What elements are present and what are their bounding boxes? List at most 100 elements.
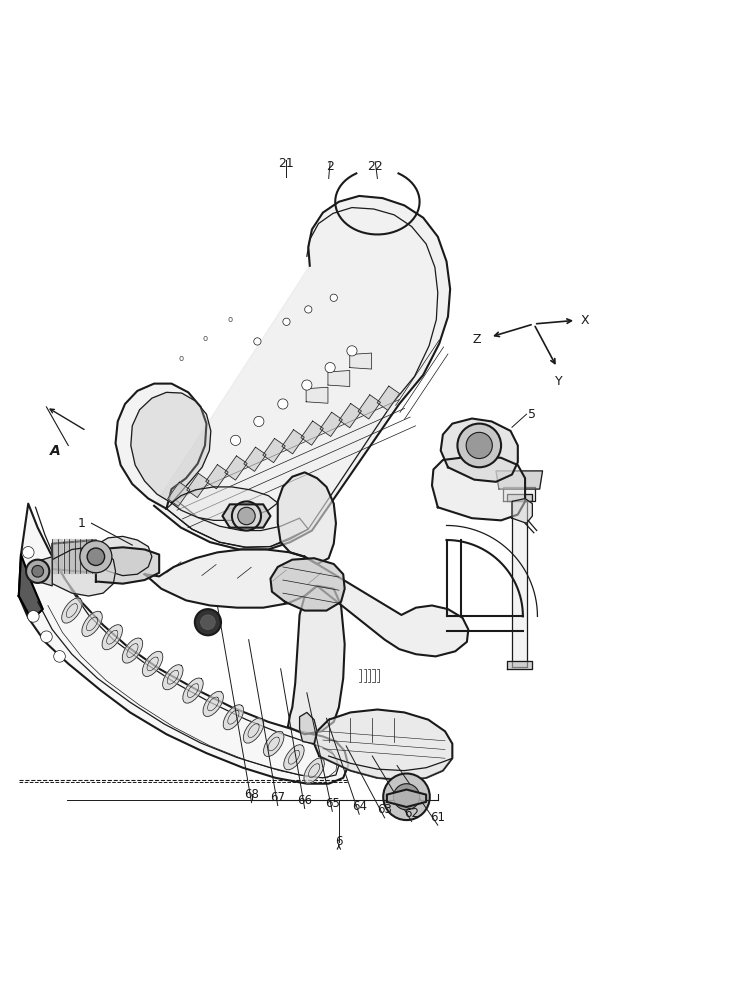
Circle shape <box>302 380 312 390</box>
Polygon shape <box>52 547 116 596</box>
Polygon shape <box>168 482 190 506</box>
Text: 67: 67 <box>270 791 285 804</box>
Polygon shape <box>278 472 336 564</box>
Polygon shape <box>116 384 207 509</box>
Circle shape <box>232 501 261 531</box>
Circle shape <box>325 363 335 373</box>
Text: 1: 1 <box>78 517 85 530</box>
Polygon shape <box>130 392 211 503</box>
Circle shape <box>283 318 290 325</box>
Polygon shape <box>432 456 525 520</box>
Polygon shape <box>244 447 266 471</box>
Polygon shape <box>377 386 399 410</box>
Text: X: X <box>581 314 590 327</box>
Text: o: o <box>202 334 207 343</box>
Circle shape <box>347 346 357 356</box>
Polygon shape <box>304 758 325 783</box>
Polygon shape <box>206 465 228 489</box>
Polygon shape <box>62 598 82 623</box>
Text: 2: 2 <box>326 160 334 173</box>
Circle shape <box>230 435 240 445</box>
Circle shape <box>305 306 312 313</box>
Polygon shape <box>96 547 159 584</box>
Polygon shape <box>358 395 380 419</box>
Polygon shape <box>387 790 426 807</box>
Text: 68: 68 <box>244 788 259 801</box>
Circle shape <box>237 507 255 525</box>
Polygon shape <box>282 430 304 454</box>
Text: A: A <box>50 444 61 458</box>
Circle shape <box>28 611 39 622</box>
Polygon shape <box>350 353 372 369</box>
Circle shape <box>195 609 221 635</box>
Polygon shape <box>86 539 90 573</box>
Polygon shape <box>187 473 209 498</box>
Circle shape <box>87 548 105 565</box>
Polygon shape <box>507 494 531 501</box>
Polygon shape <box>69 539 73 573</box>
Circle shape <box>40 631 52 643</box>
Polygon shape <box>82 611 103 636</box>
Circle shape <box>23 547 34 558</box>
Circle shape <box>33 568 45 580</box>
Polygon shape <box>306 387 328 403</box>
Text: 5: 5 <box>528 408 536 421</box>
Polygon shape <box>243 718 264 743</box>
Polygon shape <box>512 499 532 523</box>
Text: 65: 65 <box>325 797 340 810</box>
Polygon shape <box>225 456 247 480</box>
Polygon shape <box>320 412 342 436</box>
Circle shape <box>278 399 288 409</box>
Circle shape <box>394 784 419 810</box>
Polygon shape <box>52 540 96 573</box>
Text: Z: Z <box>473 333 482 346</box>
Polygon shape <box>203 691 224 716</box>
Polygon shape <box>224 705 243 730</box>
Polygon shape <box>284 745 304 770</box>
Polygon shape <box>19 555 43 620</box>
Text: o: o <box>227 315 232 324</box>
Polygon shape <box>507 661 531 669</box>
Polygon shape <box>96 536 152 576</box>
Text: 63: 63 <box>377 803 392 816</box>
Text: 22: 22 <box>367 160 383 173</box>
Polygon shape <box>163 665 183 690</box>
Text: 61: 61 <box>430 811 445 824</box>
Polygon shape <box>314 710 452 780</box>
Circle shape <box>457 424 501 467</box>
Polygon shape <box>301 421 323 445</box>
Polygon shape <box>58 539 62 573</box>
Polygon shape <box>142 651 163 676</box>
Polygon shape <box>52 539 56 573</box>
Circle shape <box>201 615 216 629</box>
Polygon shape <box>144 549 468 656</box>
Polygon shape <box>512 500 526 667</box>
Circle shape <box>254 416 264 427</box>
Circle shape <box>80 541 112 573</box>
Polygon shape <box>504 487 535 501</box>
Polygon shape <box>339 404 361 428</box>
Polygon shape <box>37 557 52 586</box>
Polygon shape <box>172 487 278 520</box>
Polygon shape <box>288 586 345 734</box>
Polygon shape <box>64 539 68 573</box>
Polygon shape <box>328 371 350 387</box>
Polygon shape <box>92 539 96 573</box>
Polygon shape <box>122 638 143 663</box>
Circle shape <box>330 294 337 301</box>
Text: 6: 6 <box>335 835 342 848</box>
Text: 64: 64 <box>352 800 366 813</box>
Polygon shape <box>75 539 79 573</box>
Polygon shape <box>263 438 285 463</box>
Circle shape <box>26 560 49 583</box>
Polygon shape <box>183 678 203 703</box>
Polygon shape <box>300 712 317 744</box>
Polygon shape <box>154 196 450 549</box>
Polygon shape <box>102 625 122 650</box>
Circle shape <box>54 651 65 662</box>
Text: 66: 66 <box>297 794 312 807</box>
Circle shape <box>383 774 430 820</box>
Circle shape <box>32 565 43 577</box>
Polygon shape <box>166 500 309 547</box>
Text: 21: 21 <box>279 157 295 170</box>
